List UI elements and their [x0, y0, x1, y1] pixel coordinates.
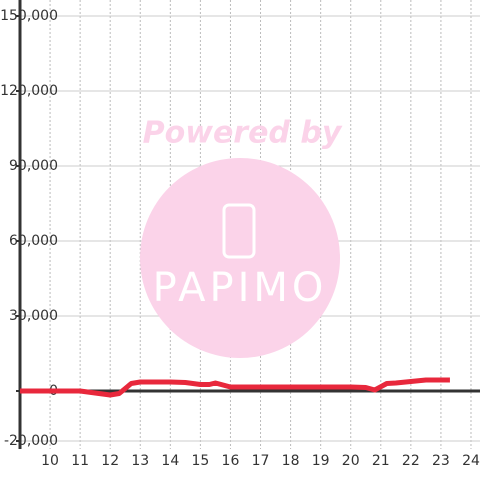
watermark-text: Powered by: [143, 116, 343, 151]
x-tick-label: 15: [191, 453, 209, 469]
x-tick-label: 12: [101, 453, 119, 469]
x-tick-label: 22: [402, 453, 420, 469]
y-tick-label: 60,000: [9, 233, 58, 249]
y-tick-label: 120,000: [0, 83, 58, 99]
y-tick-label: 30,000: [9, 308, 58, 324]
x-tick-label: 11: [71, 453, 89, 469]
y-tick-label: 90,000: [9, 158, 58, 174]
x-tick-label: 14: [161, 453, 179, 469]
watermark-phone: [222, 203, 256, 259]
y-tick-label: 150,000: [0, 8, 58, 24]
watermark-logo: PAPIMO: [153, 265, 328, 311]
x-tick-label: 19: [312, 453, 330, 469]
data-line: [20, 377, 450, 398]
x-tick-label: 21: [372, 453, 390, 469]
y-tick-label: -20,000: [4, 433, 58, 449]
x-tick-label: 16: [222, 453, 240, 469]
x-tick-label: 20: [342, 453, 360, 469]
x-tick-label: 13: [131, 453, 149, 469]
x-tick-label: 10: [41, 453, 59, 469]
x-tick-label: 17: [252, 453, 270, 469]
x-tick-label: 18: [282, 453, 300, 469]
x-tick-label: 23: [432, 453, 450, 469]
x-tick-label: 24: [462, 453, 480, 469]
